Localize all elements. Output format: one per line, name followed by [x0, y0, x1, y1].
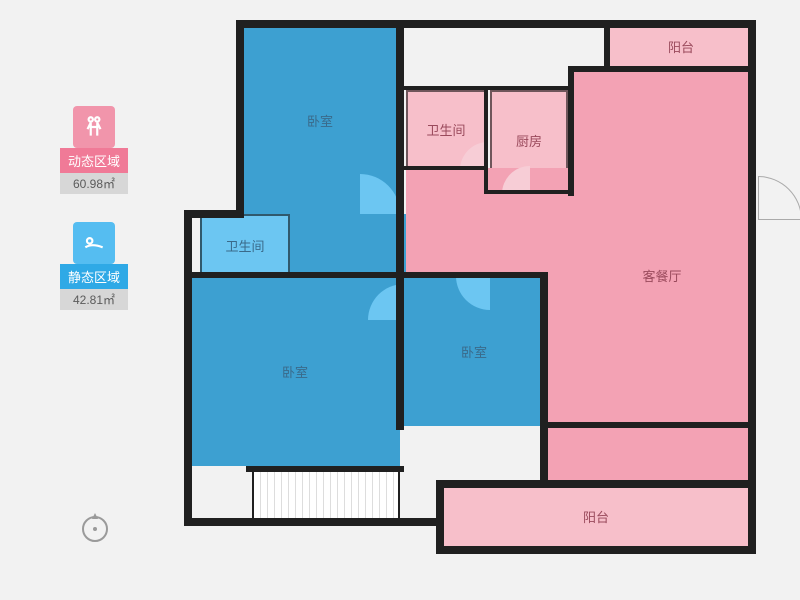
- room-label: 卧室: [282, 362, 308, 381]
- wall: [568, 66, 756, 72]
- people-icon: [73, 106, 115, 148]
- wall: [540, 422, 754, 428]
- wall: [236, 20, 756, 28]
- room-bath2: 卫生间: [200, 214, 290, 276]
- legend-static-title: 静态区域: [60, 264, 128, 289]
- wall: [246, 466, 404, 472]
- door-swing: [758, 176, 800, 220]
- wall: [436, 546, 756, 554]
- room-label: 客餐厅: [642, 266, 681, 285]
- legend-dynamic-title: 动态区域: [60, 148, 128, 173]
- room-balcony2: 阳台: [440, 484, 752, 548]
- wall: [236, 20, 244, 218]
- wall: [402, 166, 488, 170]
- room-label: 阳台: [668, 37, 694, 56]
- sleep-icon: [73, 222, 115, 264]
- wall: [184, 518, 444, 526]
- wall: [396, 20, 404, 430]
- room-label: 卧室: [461, 342, 487, 361]
- room-living3: [544, 276, 574, 480]
- wall: [184, 272, 544, 278]
- compass-icon: [78, 510, 112, 544]
- wall: [484, 190, 572, 194]
- room-balcony1: 阳台: [610, 26, 752, 66]
- room-label: 卫生间: [225, 236, 264, 255]
- room-living: 客餐厅: [572, 70, 752, 480]
- wall: [604, 20, 610, 68]
- legend-dynamic-value: 60.98㎡: [60, 173, 128, 194]
- legend-dynamic: 动态区域 60.98㎡: [60, 106, 128, 194]
- legend-static: 静态区域 42.81㎡: [60, 222, 128, 310]
- wall: [484, 86, 488, 192]
- room-balcony3: [252, 470, 400, 520]
- room-bedroom2: 卧室: [190, 276, 400, 466]
- wall: [540, 272, 548, 486]
- legend-static-value: 42.81㎡: [60, 289, 128, 310]
- room-label: 阳台: [583, 507, 609, 526]
- floor-plan: 卧室卫生间卧室卧室卫生间厨房客餐厅阳台阳台: [190, 20, 780, 590]
- wall: [748, 20, 756, 554]
- room-living2: [406, 168, 572, 276]
- wall: [436, 480, 756, 488]
- room-label: 卧室: [307, 111, 333, 130]
- wall: [184, 210, 192, 526]
- legend: 动态区域 60.98㎡ 静态区域 42.81㎡: [60, 106, 128, 338]
- room-label: 厨房: [516, 131, 542, 150]
- room-label: 卫生间: [426, 120, 465, 139]
- wall: [184, 210, 244, 218]
- wall: [436, 480, 444, 552]
